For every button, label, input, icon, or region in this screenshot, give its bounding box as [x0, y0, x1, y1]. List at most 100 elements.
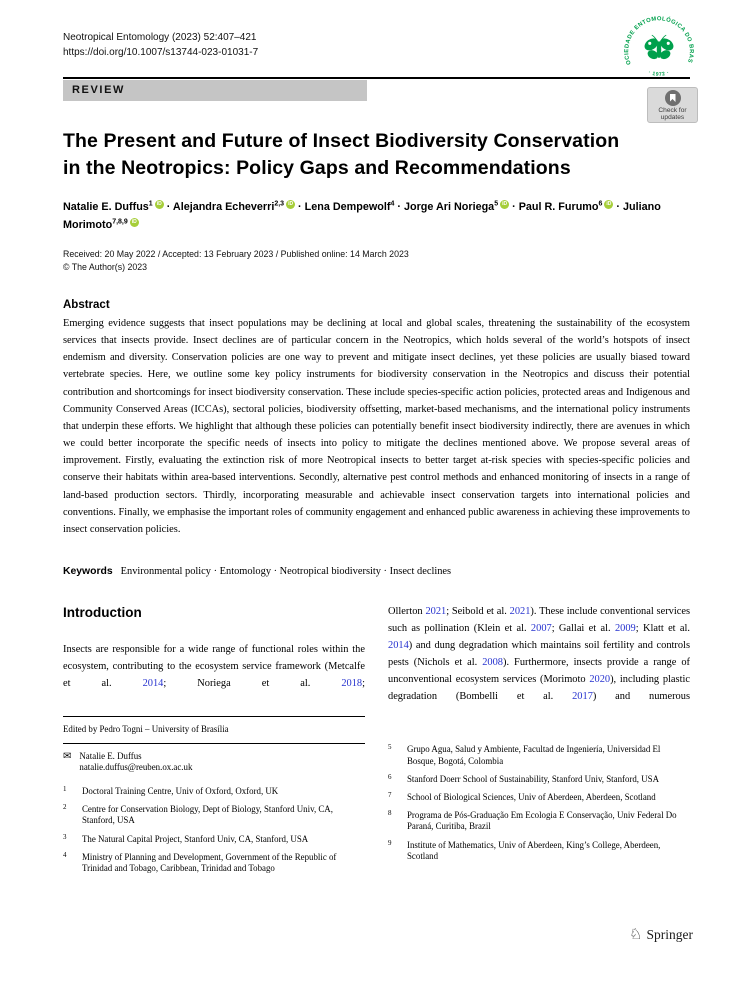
emblem-year-text: · 1972 ·: [647, 70, 670, 78]
right-column: Ollerton 2021; Seibold et al. 2021). The…: [388, 604, 690, 705]
footnotes-right: 5 Grupo Agua, Salud y Ambiente, Facultad …: [388, 743, 690, 869]
author[interactable]: Paul R. Furumo6 iD: [518, 200, 614, 213]
keywords-label: Keywords: [63, 566, 113, 577]
paragraph-text: ) and numerous: [592, 690, 690, 702]
citation-link[interactable]: 2021: [509, 606, 531, 617]
citation-link[interactable]: 2017: [572, 690, 593, 702]
citation-link[interactable]: 2014: [388, 639, 409, 651]
paragraph-text: Insects are responsible for a wide range…: [63, 644, 365, 689]
paragraph-text: ) and dung degradation which maintains s…: [388, 639, 690, 668]
introduction-paragraph-left: Insects are responsible for a wide range…: [63, 642, 365, 693]
citation-link[interactable]: 2008: [482, 656, 503, 668]
affiliation-item: 4 Ministry of Planning and Development, G…: [63, 850, 365, 875]
correspondence-block: ✉ Natalie E. Duffus natalie.duffus@reube…: [63, 751, 365, 774]
springer-knight-icon: ♘: [629, 926, 643, 943]
introduction-paragraph-right: Ollerton 2021; Seibold et al. 2021). The…: [388, 604, 690, 705]
abstract-heading: Abstract: [63, 299, 110, 311]
article-type-banner: REVIEW: [63, 79, 367, 101]
affiliation-text: Doctoral Training Centre, Univ of Oxford…: [82, 785, 279, 796]
orcid-icon[interactable]: iD: [604, 200, 614, 210]
affiliation-item: 6 Stanford Doerr School of Sustainability…: [388, 772, 690, 786]
affiliation-text: Ministry of Planning and Development, Go…: [82, 851, 337, 874]
butterfly-icon: [644, 34, 674, 60]
paragraph-text: ). Furthermore, insects provide a range …: [388, 656, 690, 685]
affiliation-text: Programa de Pós-Graduação Em Ecologia E …: [407, 809, 677, 832]
orcid-icon[interactable]: iD: [129, 218, 139, 228]
affiliation-item: 9 Institute of Mathematics, Univ of Aberd…: [388, 838, 690, 863]
orcid-icon[interactable]: iD: [286, 200, 296, 210]
citation-link[interactable]: 2020: [589, 673, 611, 685]
title-line-1: The Present and Future of Insect Biodive…: [63, 130, 620, 152]
paragraph-text: Ollerton: [388, 606, 426, 617]
affiliation-number: 4: [63, 850, 67, 859]
affiliation-number: 3: [63, 832, 67, 841]
journal-header: Neotropical Entomology (2023) 52:407–421…: [63, 31, 258, 60]
header-rule: [63, 77, 690, 80]
paragraph-text: ; Gallai et al.: [551, 622, 615, 634]
title-line-2: in the Neotropics: Policy Gaps and Recom…: [63, 157, 571, 179]
affiliation-number: 1: [63, 784, 67, 793]
affiliation-number: 6: [388, 772, 392, 781]
journal-citation: Neotropical Entomology (2023) 52:407–421: [63, 32, 257, 43]
author-separator: ·: [295, 201, 305, 213]
citation-link[interactable]: 2018: [341, 677, 363, 689]
received-accepted-line: Received: 20 May 2022 / Accepted: 13 Feb…: [63, 249, 409, 259]
society-emblem-icon: SOCIEDADE ENTOMOLÓGICA DO BRASIL · 1972 …: [620, 8, 694, 78]
affiliation-text: School of Biological Sciences, Univ of A…: [407, 791, 656, 802]
paragraph-text: ; Klatt et al.: [635, 622, 690, 634]
citation-link[interactable]: 2009: [614, 622, 636, 634]
correspondence-name: Natalie E. Duffus: [79, 750, 142, 761]
paragraph-text: ). These include conventional services s…: [388, 606, 691, 634]
footnotes-left: Edited by Pedro Togni – University of Br…: [63, 716, 365, 881]
affiliations-right: 5 Grupo Agua, Salud y Ambiente, Facultad …: [388, 743, 690, 863]
affiliation-number: 2: [63, 802, 67, 811]
affiliation-text: Institute of Mathematics, Univ of Aberde…: [407, 839, 661, 862]
journal-logo: SOCIEDADE ENTOMOLÓGICA DO BRASIL · 1972 …: [620, 8, 696, 86]
copyright-line: © The Author(s) 2023: [63, 261, 148, 272]
author[interactable]: Juliano Morimoto7,8,9 iD: [63, 201, 661, 231]
affiliation-text: Stanford Doerr School of Sustainability,…: [407, 773, 660, 784]
check-updates-line2: updates: [660, 114, 685, 122]
correspondence-email[interactable]: natalie.duffus@reuben.ox.ac.uk: [79, 762, 193, 773]
affiliation-number: 9: [388, 838, 392, 847]
orcid-icon[interactable]: iD: [154, 200, 164, 210]
paragraph-text: ), including plastic degradation (Bombel…: [388, 673, 690, 702]
bookmark-icon: [664, 90, 681, 106]
check-for-updates-badge[interactable]: Check for updates: [647, 87, 698, 123]
check-updates-line1: Check for: [658, 107, 687, 114]
affiliation-number: 5: [388, 743, 392, 751]
author[interactable]: Alejandra Echeverri2,3 iD: [172, 200, 296, 213]
citation-link[interactable]: 2021: [425, 606, 447, 617]
paragraph-text: ; Noriega et al.: [163, 677, 342, 689]
affiliation-item: 3 The Natural Capital Project, Stanford U…: [63, 832, 365, 846]
springer-logo: ♘ Springer: [629, 927, 693, 943]
author[interactable]: Jorge Ari Noriega5 iD: [403, 200, 510, 213]
citation-link[interactable]: 2014: [142, 677, 164, 689]
affiliations-left: 1 Doctoral Training Centre, Univ of Oxfor…: [63, 784, 365, 875]
author[interactable]: Lena Dempewolf4: [304, 200, 395, 213]
author[interactable]: Natalie E. Duffus1 iD: [63, 200, 164, 213]
svg-text:· 1972 ·: · 1972 ·: [647, 70, 670, 78]
affiliation-text: The Natural Capital Project, Stanford Un…: [82, 833, 309, 844]
author-line: Natalie E. Duffus1 iD · Alejandra Echever…: [63, 198, 693, 234]
svg-text:SOCIEDADE ENTOMOLÓGICA DO BRAS: SOCIEDADE ENTOMOLÓGICA DO BRASIL: [622, 12, 694, 65]
affiliation-number: 8: [388, 808, 392, 817]
author-separator: ·: [613, 201, 623, 213]
affiliation-item: 7 School of Biological Sciences, Univ of …: [388, 791, 690, 804]
orcid-icon[interactable]: iD: [500, 200, 510, 210]
article-title: The Present and Future of Insect Biodive…: [63, 128, 703, 182]
author-separator: ·: [509, 201, 519, 213]
correspondence-details: Natalie E. Duffus natalie.duffus@reuben.…: [79, 751, 192, 774]
doi-link[interactable]: https://doi.org/10.1007/s13744-023-01031…: [63, 46, 259, 58]
citation-link[interactable]: 2007: [530, 622, 552, 634]
affiliation-item: 1 Doctoral Training Centre, Univ of Oxfor…: [63, 784, 365, 798]
abstract-text: Emerging evidence suggests that insect p…: [63, 318, 690, 535]
author-separator: ·: [163, 201, 173, 213]
left-column: Introduction Insects are responsible for…: [63, 605, 365, 693]
affiliation-text: Centre for Conservation Biology, Dept of…: [82, 803, 333, 826]
affiliation-item: 8 Programa de Pós-Graduação Em Ecologia E…: [388, 808, 690, 833]
article-history: Received: 20 May 2022 / Accepted: 13 Feb…: [63, 248, 409, 273]
paragraph-text: ; Seibold et al.: [446, 606, 510, 617]
affiliation-item: 5 Grupo Agua, Salud y Ambiente, Facultad …: [388, 743, 690, 767]
